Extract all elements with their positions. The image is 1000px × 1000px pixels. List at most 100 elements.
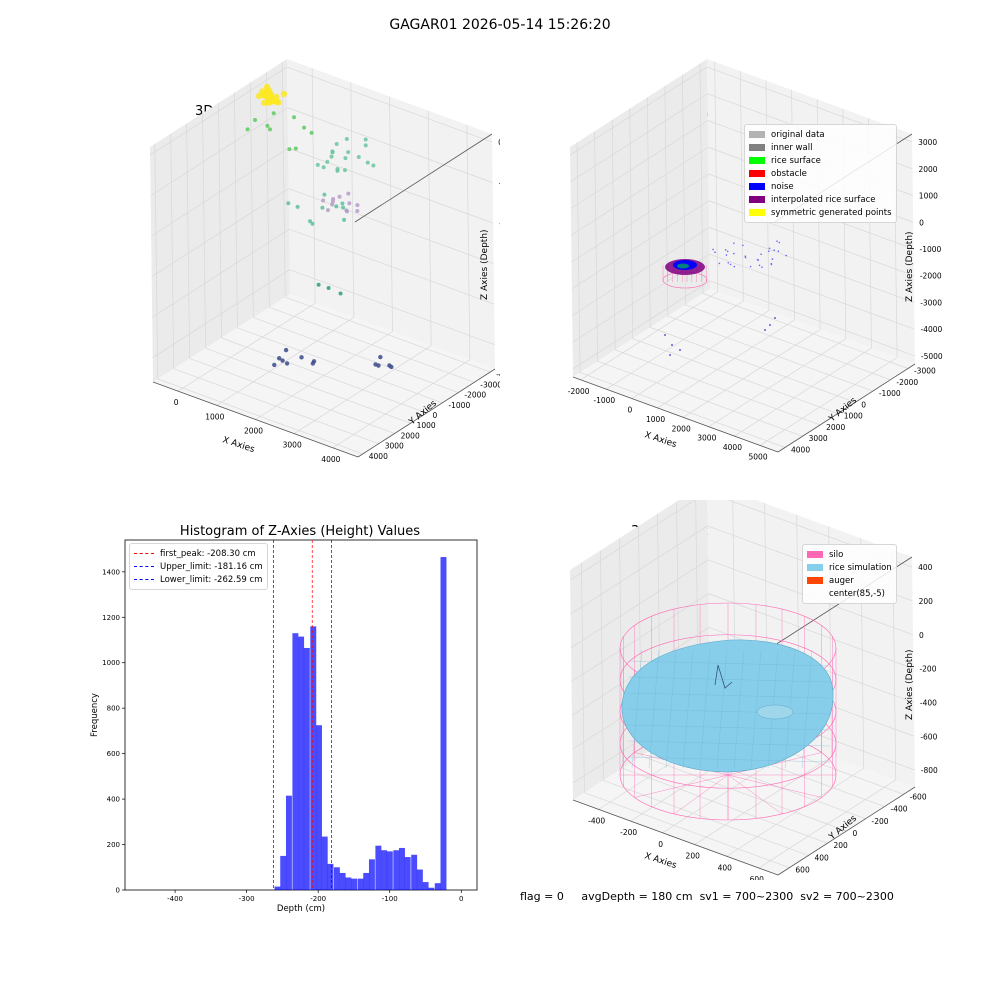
raw-grid-z [149, 66, 288, 156]
raw-point [334, 204, 339, 209]
histogram-legend-label: Lower_limit: -262.59 cm [160, 574, 263, 585]
cls-grid-x [708, 338, 847, 427]
histogram-bar [285, 795, 292, 890]
cls-grid-z [709, 253, 915, 330]
cls-y-tick: 4000 [791, 445, 810, 454]
classify-legend-item: noise [749, 180, 892, 193]
cls-grid-x [631, 310, 770, 399]
classify-tick-labels: -2000-1000010002000300040005000-3000-200… [568, 138, 943, 461]
raw-y-tick: -4000 [496, 370, 500, 379]
classify-3d-plot[interactable]: -2000-1000010002000300040005000-3000-200… [500, 0, 1000, 500]
histogram-bar [422, 882, 429, 890]
histogram-x-label: Depth (cm) [277, 904, 325, 914]
raw-3d-plot[interactable]: 01000200030004000-4000-3000-2000-1000010… [0, 0, 500, 500]
sim-mesh-line [627, 756, 831, 763]
raw-point [346, 191, 351, 196]
histogram-plot[interactable]: -400 -300 -200 -100 0 0 200 400 600 800 1000 1200 14… [0, 500, 500, 920]
raw-grid-z [150, 147, 289, 237]
raw-axes-frame [149, 59, 496, 458]
sim-x-tick: -400 [588, 816, 605, 825]
raw-point [371, 163, 376, 168]
cls-noise-point [725, 254, 728, 256]
raw-point [293, 146, 298, 151]
raw-grid-y [253, 317, 459, 393]
raw-grid-z [288, 147, 494, 224]
histogram-y-tick: 1000 [102, 659, 120, 667]
raw-point [326, 286, 331, 291]
cls-noise-point [771, 258, 774, 260]
classify-z-label: Z Axies (Depth) [905, 231, 915, 302]
raw-x-tick: 1000 [205, 412, 224, 421]
cls-grid-x [606, 300, 744, 390]
histogram-x-tick: -100 [382, 895, 398, 903]
sim-axis-line [572, 799, 779, 876]
raw-grid-y [173, 368, 379, 445]
classify-legend-swatch [749, 144, 765, 151]
simulation-surface [619, 602, 837, 821]
histogram-bars [274, 557, 447, 890]
cls-x-tick: 1000 [646, 415, 665, 424]
histogram-bar [434, 883, 441, 890]
raw-tick-labels: 01000200030004000-4000-3000-2000-1000010… [174, 138, 500, 464]
histogram-bar [310, 626, 317, 890]
raw-point [363, 137, 368, 142]
simulation-3d-plot[interactable]: -400-2000200400600-600-400-2000200400600… [500, 500, 1000, 880]
raw-point [347, 201, 352, 206]
raw-point [337, 194, 342, 199]
simulation-legend-swatch [807, 577, 823, 584]
histogram-x-tick: 0 [459, 895, 463, 903]
raw-axis-line [357, 368, 496, 458]
sim-grid-z [570, 559, 709, 649]
raw-point [365, 160, 370, 165]
raw-point [346, 150, 351, 155]
classify-legend-swatch [749, 183, 765, 190]
sim-z-tick: 200 [919, 597, 934, 606]
cls-y-tick: -1000 [879, 389, 901, 398]
status-footer: flag = 0 avgDepth = 180 cm sv1 = 700~230… [520, 890, 894, 903]
sim-silo-floor-spoke [727, 774, 822, 798]
cls-noise-point [760, 253, 762, 256]
histogram-bar [339, 872, 346, 890]
cls-x-tick: -1000 [593, 396, 615, 405]
sim-silo-floor-spoke [673, 774, 729, 815]
cls-noise-point [729, 263, 732, 266]
sim-y-tick: -600 [910, 792, 927, 801]
cls-grid-x [580, 291, 718, 381]
sim-mesh-line [801, 649, 813, 769]
cls-noise-point [733, 252, 735, 255]
histogram-legend-label: Upper_limit: -181.16 cm [160, 561, 263, 572]
cls-y-tick: 2000 [826, 423, 845, 432]
raw-point [322, 192, 327, 197]
raw-grid-x [350, 82, 355, 318]
simulation-legend: silo rice simulation auger center(85,-5) [802, 544, 897, 604]
raw-point [286, 201, 291, 206]
raw-grid-z [289, 228, 495, 305]
cls-x-tick: 2000 [672, 424, 691, 433]
histogram-bar [280, 855, 287, 890]
cls-noise-point [744, 256, 747, 259]
histogram-bar [393, 850, 400, 890]
histogram-bar [345, 877, 352, 890]
sim-grid-y [584, 792, 790, 868]
cls-axis-line [572, 376, 779, 453]
sim-z-tick: 400 [918, 563, 933, 572]
raw-point [299, 355, 304, 360]
simulation-legend-label: center(85,-5) [829, 588, 885, 599]
cls-noise-point [769, 324, 771, 326]
sim-x-tick: 600 [750, 875, 765, 880]
simulation-legend-swatch [807, 551, 823, 558]
raw-z-tick: -1000 [499, 219, 500, 228]
cls-z-tick: 0 [919, 218, 924, 227]
sim-y-tick: 600 [795, 866, 810, 875]
sim-mesh-line [648, 649, 660, 769]
histogram-bar [351, 878, 358, 890]
cls-grid-x [682, 329, 821, 418]
histogram-bar [316, 725, 322, 890]
classify-legend-label: original data [771, 129, 825, 140]
raw-point [272, 362, 277, 368]
cls-noise-point [724, 249, 727, 251]
cls-z-tick: -5000 [921, 352, 943, 361]
raw-point [271, 111, 276, 116]
raw-point [342, 217, 347, 222]
histogram-bar [428, 887, 435, 890]
